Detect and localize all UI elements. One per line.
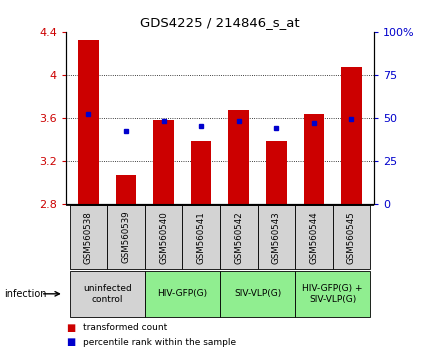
Text: transformed count: transformed count — [83, 323, 167, 332]
Text: ■: ■ — [66, 337, 75, 348]
Bar — [295, 271, 370, 317]
Bar — [182, 205, 220, 269]
Bar — [70, 271, 145, 317]
Title: GDS4225 / 214846_s_at: GDS4225 / 214846_s_at — [140, 16, 300, 29]
Bar — [70, 205, 107, 269]
Bar — [78, 40, 99, 204]
Text: SIV-VLP(G): SIV-VLP(G) — [234, 289, 281, 298]
Bar — [145, 271, 220, 317]
Text: uninfected
control: uninfected control — [83, 284, 132, 303]
Bar — [116, 175, 136, 204]
Text: GSM560539: GSM560539 — [122, 211, 130, 263]
Bar — [295, 205, 333, 269]
Text: HIV-GFP(G) +
SIV-VLP(G): HIV-GFP(G) + SIV-VLP(G) — [303, 284, 363, 303]
Bar — [333, 205, 370, 269]
Text: HIV-GFP(G): HIV-GFP(G) — [157, 289, 207, 298]
Bar — [145, 205, 182, 269]
Bar — [107, 205, 145, 269]
Text: GSM560540: GSM560540 — [159, 211, 168, 264]
Bar — [303, 114, 324, 204]
Bar — [220, 205, 258, 269]
Bar — [228, 110, 249, 204]
Text: GSM560543: GSM560543 — [272, 211, 281, 264]
Text: GSM560544: GSM560544 — [309, 211, 318, 264]
Text: ■: ■ — [66, 322, 75, 332]
Text: GSM560542: GSM560542 — [234, 211, 243, 264]
Text: GSM560541: GSM560541 — [197, 211, 206, 264]
Bar — [258, 205, 295, 269]
Bar — [266, 141, 286, 204]
Bar — [153, 120, 174, 204]
Bar — [220, 271, 295, 317]
Bar — [341, 67, 362, 204]
Text: infection: infection — [4, 289, 47, 299]
Text: GSM560545: GSM560545 — [347, 211, 356, 264]
Text: percentile rank within the sample: percentile rank within the sample — [83, 338, 236, 347]
Text: GSM560538: GSM560538 — [84, 211, 93, 264]
Bar — [191, 141, 212, 204]
